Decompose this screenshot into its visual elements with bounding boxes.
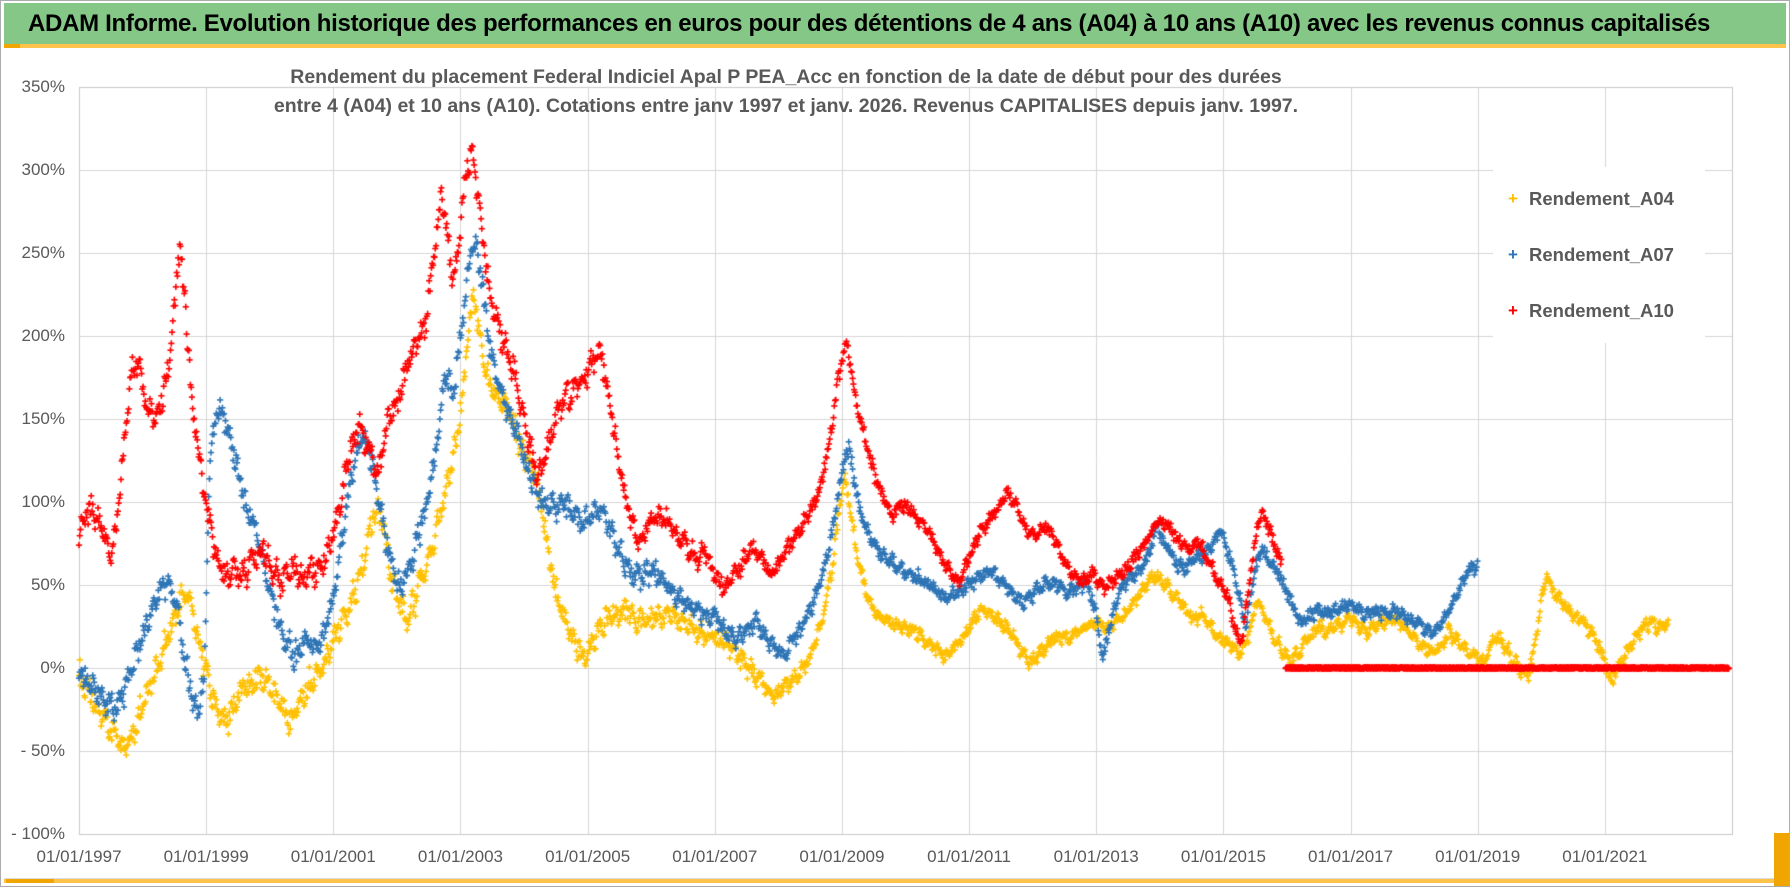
y-tick-label: 350% [21, 77, 65, 96]
header-title: ADAM Informe. Evolution historique des p… [28, 9, 1711, 37]
header-banner: ADAM Informe. Evolution historique des p… [4, 3, 1786, 44]
chart-title-line1: Rendement du placement Federal Indiciel … [290, 66, 1282, 88]
y-tick-label: 50% [30, 575, 65, 594]
legend-label: Rendement_A07 [1529, 244, 1674, 265]
y-tick-label: 300% [21, 160, 65, 179]
legend-item-rendement_a10[interactable]: + Rendement_A10 [1493, 283, 1705, 339]
x-tick-label: 01/01/2015 [1180, 847, 1266, 866]
x-tick-label: 01/01/2017 [1307, 847, 1394, 866]
plus-marker-icon: + [1508, 189, 1518, 208]
gold-divider-bottom-accent [6, 879, 54, 883]
y-tick-label: 150% [21, 409, 65, 428]
legend-label: Rendement_A10 [1529, 300, 1674, 321]
x-tick-label: 01/01/2007 [672, 847, 758, 866]
x-tick-label: 01/01/1999 [163, 847, 249, 866]
legend-item-rendement_a07[interactable]: + Rendement_A07 [1493, 227, 1705, 283]
legend-item-rendement_a04[interactable]: + Rendement_A04 [1493, 171, 1705, 227]
x-tick-label: 01/01/2003 [417, 847, 503, 866]
x-tick-label: 01/01/2019 [1435, 847, 1521, 866]
y-tick-label: - 100% [11, 824, 65, 843]
gold-divider-top [4, 44, 1786, 48]
chart-title: Rendement du placement Federal Indiciel … [81, 63, 1491, 121]
y-tick-label: 100% [21, 492, 65, 511]
chart-title-line2: entre 4 (A04) et 10 ans (A10). Cotations… [273, 95, 1299, 117]
plus-marker-icon: + [1508, 245, 1518, 264]
gold-divider-top-accent [4, 44, 20, 48]
chart-legend: + Rendement_A04 + Rendement_A07 + Rendement_A… [1493, 167, 1705, 343]
x-tick-label: 01/01/2013 [1053, 847, 1139, 866]
x-tick-label: 01/01/2005 [545, 847, 631, 866]
x-tick-label: 01/01/2021 [1562, 847, 1648, 866]
x-tick-label: 01/01/1997 [36, 847, 122, 866]
legend-label: Rendement_A04 [1529, 188, 1674, 209]
y-tick-label: - 50% [20, 741, 65, 760]
x-tick-label: 01/01/2011 [927, 847, 1011, 866]
gold-corner-accent [1774, 833, 1789, 886]
y-tick-label: 250% [21, 243, 65, 262]
x-tick-label: 01/01/2001 [290, 847, 376, 866]
y-tick-label: 200% [21, 326, 65, 345]
gold-divider-bottom [4, 878, 1786, 883]
plus-marker-icon: + [1508, 301, 1518, 320]
y-tick-label: 0% [40, 658, 65, 677]
x-tick-label: 01/01/2009 [799, 847, 885, 866]
